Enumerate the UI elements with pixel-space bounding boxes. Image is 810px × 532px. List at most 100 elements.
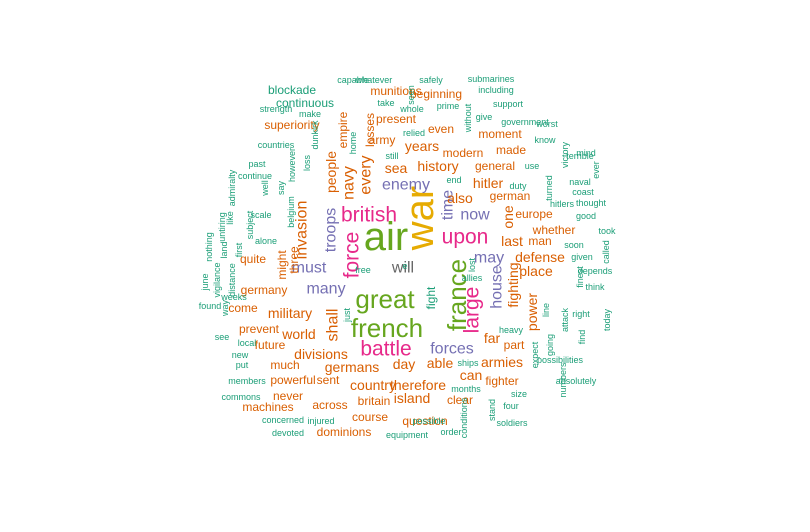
word-years: years [405,138,439,154]
word-seen: seen [406,85,416,105]
word-find: find [577,330,587,345]
word-army: army [369,133,396,147]
word-distance: distance [227,263,237,297]
word-like: like [225,211,235,225]
word-german: german [490,189,531,203]
word-shall: shall [325,309,342,342]
word-weeks: weeks [220,292,247,302]
word-good: good [576,211,596,221]
word-power: power [524,293,540,331]
word-thought: thought [576,198,607,208]
word-many: many [306,281,345,298]
word-naval: naval [569,177,591,187]
word-home: home [348,132,358,155]
word-modern: modern [443,146,484,160]
word-enemy: enemy [382,177,430,194]
word-france: france [442,259,472,331]
word-size: size [511,389,527,399]
word-whatever: whatever [355,75,393,85]
word-countries: countries [258,140,295,150]
word-invasion: invasion [294,201,311,260]
word-continuous: continuous [276,96,334,110]
word-fight: fight [424,286,438,309]
word-stand: stand [487,399,497,421]
word-empire: empire [336,111,350,148]
word-know: know [534,135,556,145]
word-strength: strength [260,104,293,114]
word-coast: coast [572,187,594,197]
word-alone: alone [255,236,277,246]
word-nothing: nothing [204,232,214,262]
word-beginning: beginning [410,87,462,101]
word-admiralty: admiralty [227,169,237,206]
word-absolutely: absolutely [556,376,597,386]
word-make: make [299,109,321,119]
word-given: given [571,252,593,262]
word-every: every [358,155,375,194]
word-munitions: munitions [370,84,421,98]
word-troops: troops [323,208,340,252]
word-numbers: numbers [558,362,568,398]
word-conditions: conditions [459,397,469,438]
word-germany: germany [241,283,288,297]
word-hitlers: hitlers [550,199,575,209]
word-just: just [342,308,352,324]
word-way: way [220,300,230,318]
word-sent: sent [317,373,340,387]
word-well: well [260,180,270,197]
word-divisions: divisions [294,346,348,362]
word-relied: relied [403,128,425,138]
word-june: june [200,273,210,291]
word-might: might [275,250,289,280]
word-capable: capable [337,75,369,85]
word-place: place [519,263,553,279]
word-clear: clear [447,393,473,407]
word-members: members [228,376,266,386]
word-devoted: devoted [272,428,304,438]
word-question: question [402,414,447,428]
word-give: give [476,112,493,122]
word-concerned: concerned [262,415,304,425]
word-soldiers: soldiers [496,418,528,428]
word-attack: attack [560,307,570,332]
word-may: may [474,250,504,267]
word-country: country [350,377,396,393]
word-ever: ever [591,161,601,179]
word-whether: whether [532,223,576,237]
word-battle: battle [360,338,411,361]
word-therefore: therefore [390,377,446,393]
word-history: history [417,158,458,174]
word-man: man [528,234,551,248]
word-lost: lost [467,258,477,273]
word-fighter: fighter [485,374,518,388]
word-house: house [489,265,506,309]
word-blockade: blockade [268,83,316,97]
word-sea: sea [385,160,408,176]
word-however: however [287,148,297,182]
word-depends: depends [578,266,613,276]
word-vigilance: vigilance [212,262,222,297]
word-support: support [493,99,524,109]
word-prime: prime [437,101,460,111]
word-force: force [341,232,364,279]
word-also: also [447,190,473,206]
word-local: local [238,338,257,348]
word-must: must [292,260,327,277]
word-moment: moment [478,127,522,141]
word-continue: continue [238,171,272,181]
word-duty: duty [509,181,527,191]
word-part: part [504,338,525,352]
word-see: see [215,332,230,342]
word-air: air [364,215,408,259]
word-whole: whole [399,104,424,114]
word-say: say [276,181,286,196]
word-now: now [460,207,490,224]
word-expect: expect [530,341,540,368]
word-new: new [232,350,249,360]
word-far: far [484,330,501,346]
word-able: able [427,355,454,371]
word-think: think [585,282,605,292]
word-large: large [461,287,484,334]
word-today: today [602,308,612,331]
